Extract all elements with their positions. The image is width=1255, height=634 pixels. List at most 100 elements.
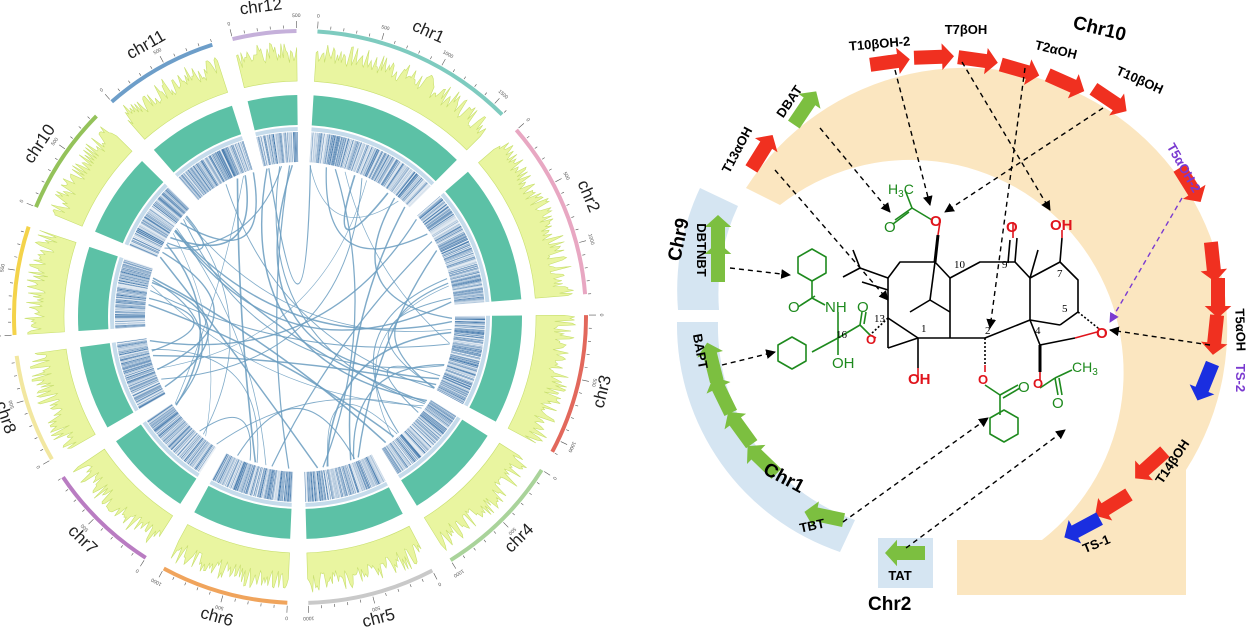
gc-bar-track: [77, 95, 523, 539]
synteny-link: [161, 178, 363, 380]
ideogram-chr9: [12, 226, 31, 336]
density-chr7: [72, 448, 174, 544]
chromosome-label-chr5: chr5: [360, 605, 397, 632]
tick-label: 1000: [303, 615, 315, 621]
ideogram-chr7: [61, 475, 147, 560]
gene-label-tat: TAT: [888, 568, 911, 583]
arrow-dbtnbt: [729, 267, 791, 279]
cluster-label-chr2: Chr2: [868, 594, 911, 615]
bar-chr5: [305, 487, 403, 539]
synteny-link: [271, 241, 433, 467]
synteny-link: [276, 165, 291, 469]
synteny-link: [167, 215, 204, 251]
position-10: 10: [954, 259, 966, 271]
tick-label: 1000: [452, 567, 465, 578]
cluster-label-chr10: Chr10: [1071, 12, 1128, 45]
ideogram-chr6: [162, 566, 288, 605]
position-7: 7: [1057, 268, 1063, 280]
synteny-link: [309, 165, 399, 218]
density-chr6: [170, 524, 290, 589]
atom-o-sidechain-carbonyl: O: [857, 299, 869, 316]
chromosome-label-chr8: chr8: [0, 399, 20, 436]
atom-o-acetyl4: O: [1033, 376, 1043, 391]
chromosome-label-chr12: chr12: [239, 0, 284, 19]
atom-oh-7: OH: [1050, 217, 1073, 234]
atom-o-acetyl10: O: [930, 213, 942, 230]
ideogram-chr3: [550, 315, 588, 453]
density-chr11: [122, 57, 229, 140]
gene-arrow-t10boh2: [869, 47, 910, 75]
synteny-link: [387, 297, 451, 388]
gene-label-bapt: BAPT: [690, 332, 711, 370]
bar-chr3: [469, 315, 523, 422]
synteny-link: [183, 219, 445, 369]
synteny-link: [156, 180, 367, 369]
gene-arrow-t13aoh: [745, 135, 778, 173]
synteny-link: [151, 349, 259, 463]
position-1: 1: [921, 323, 927, 335]
synteny-link: [148, 303, 395, 438]
green-side-chains: [777, 189, 1073, 443]
gene-label-t10-oh: T10βOH: [1114, 63, 1166, 97]
synteny-link: [184, 217, 452, 332]
arrow-tbt: [842, 417, 989, 523]
atom-o-carbonyl10: O: [884, 219, 896, 236]
circos-plot: 0500100015000500100005001000050010000500…: [0, 0, 615, 631]
synteny-link: [394, 282, 449, 389]
ideogram-chr12: [232, 29, 297, 42]
reaction-arrows: [721, 61, 1211, 549]
tick-label: 0: [525, 117, 532, 123]
ideogram-ticks: 0500100015000500100005001000050010000500…: [0, 13, 604, 621]
gene-arrow-bapt-d: [747, 444, 782, 479]
density-chr9: [24, 230, 77, 335]
tick-label: 500: [292, 13, 301, 19]
synteny-link: [172, 233, 212, 437]
ideogram-chr11: [110, 42, 213, 104]
synteny-link: [170, 175, 248, 247]
tick-label: 0: [135, 567, 141, 574]
synteny-link: [150, 290, 450, 348]
arrow-t5aoh: [1109, 326, 1211, 346]
ideogram-chr5: [308, 568, 434, 605]
arrow-dbat: [819, 127, 891, 213]
ideogram-chr10: [34, 114, 98, 208]
tick-label: 0: [436, 581, 441, 588]
arrow-t5aoh2: [1109, 197, 1183, 323]
synteny-link: [343, 174, 389, 231]
position-2: 2: [985, 325, 991, 337]
atom-oh-1: OH: [908, 371, 931, 388]
synteny-link: [152, 354, 437, 386]
tick-label: 500: [8, 399, 16, 409]
synteny-link: [180, 172, 257, 242]
bar-chr11: [153, 105, 242, 173]
gene-arrow-t5aoh-a: [1200, 241, 1228, 282]
bar-chr12: [247, 95, 298, 131]
density-chr4: [423, 442, 527, 552]
synteny-links: [148, 164, 453, 469]
density-chr2: [478, 142, 574, 299]
tick-label: 500: [0, 263, 7, 272]
synteny-link: [372, 278, 448, 434]
tick-label: 500: [80, 522, 90, 532]
chromosome-label-chr2: chr2: [574, 177, 604, 215]
synteny-link: [386, 365, 441, 413]
gene-label-t7-oh: T7βOH: [945, 22, 988, 37]
position-13: 13: [874, 313, 886, 325]
cluster-band-chr9: [677, 188, 738, 310]
synteny-link: [199, 416, 252, 461]
arrow-t7boh: [961, 61, 1051, 211]
arrow-t13aoh: [774, 169, 889, 301]
synteny-link: [276, 164, 439, 380]
atom-o-benzamide: O: [788, 299, 800, 316]
synteny-link: [325, 167, 428, 250]
synteny-link: [159, 256, 319, 469]
synteny-link: [148, 297, 195, 352]
gene-arrow-bapt-b: [706, 377, 738, 417]
tick-label: 500: [590, 378, 598, 388]
synteny-link: [149, 218, 417, 346]
atom-o-oxetane: O: [1096, 325, 1108, 342]
atom-h3c: H3C: [888, 181, 914, 200]
bar-chr2: [445, 171, 522, 302]
gene-arrow-ts1: [1064, 512, 1103, 544]
synteny-link: [185, 216, 231, 435]
